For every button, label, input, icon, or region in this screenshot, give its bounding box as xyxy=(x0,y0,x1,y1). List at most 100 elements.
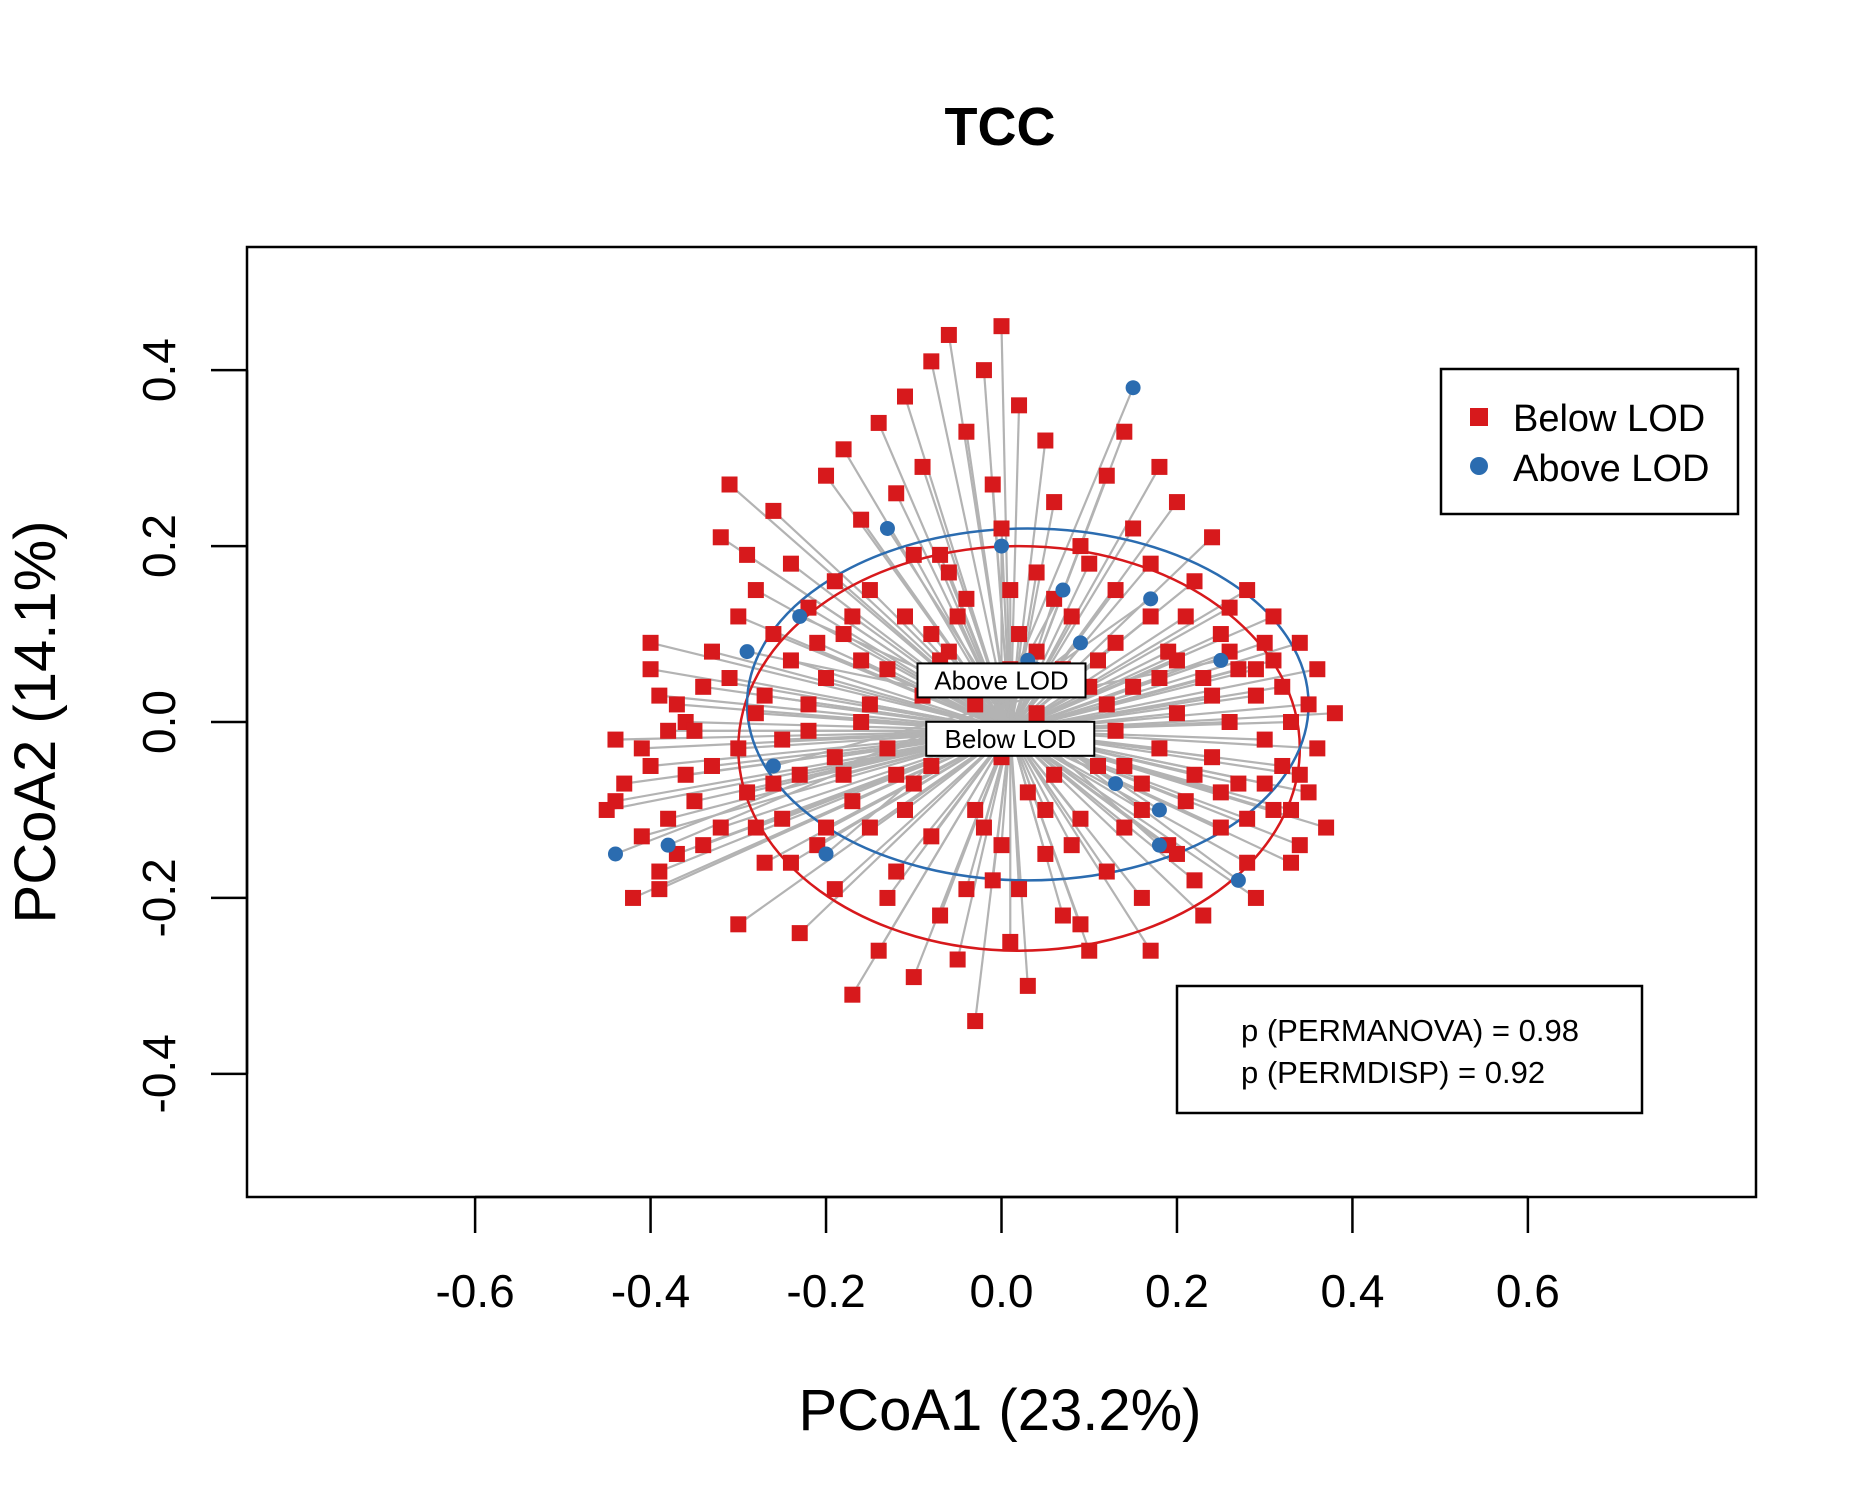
point-below-lod-101 xyxy=(1098,467,1115,484)
point-below-lod-61 xyxy=(905,775,922,792)
point-below-lod-57 xyxy=(888,485,905,502)
legend-label-above-lod: Above LOD xyxy=(1513,448,1709,490)
point-below-lod-44 xyxy=(826,881,843,898)
point-above-lod-2 xyxy=(739,644,755,660)
point-below-lod-212 xyxy=(1186,766,1203,783)
spider-line-below-lod-174 xyxy=(1009,730,1021,890)
point-below-lod-66 xyxy=(923,828,940,845)
point-below-lod-165 xyxy=(1247,889,1264,906)
point-below-lod-185 xyxy=(703,643,720,660)
point-below-lod-48 xyxy=(844,986,861,1003)
point-below-lod-45 xyxy=(835,441,852,458)
spider-line-below-lod-168 xyxy=(737,615,1011,732)
point-below-lod-28 xyxy=(747,705,764,722)
point-below-lod-152 xyxy=(923,757,940,774)
point-below-lod-58 xyxy=(888,863,905,880)
point-below-lod-211 xyxy=(1151,670,1168,687)
point-below-lod-210 xyxy=(1116,757,1133,774)
point-below-lod-90 xyxy=(1037,845,1054,862)
point-below-lod-162 xyxy=(1177,608,1194,625)
point-above-lod-7 xyxy=(994,538,1009,554)
point-below-lod-12 xyxy=(660,810,677,827)
point-below-lod-184 xyxy=(651,687,668,704)
point-below-lod-88 xyxy=(1028,564,1045,581)
y-tick-label-3: 0.2 xyxy=(133,514,185,578)
spider-line-below-lod-141 xyxy=(1010,668,1318,732)
point-below-lod-76 xyxy=(967,1013,984,1030)
point-below-lod-130 xyxy=(1247,687,1264,704)
point-below-lod-31 xyxy=(765,626,782,643)
point-below-lod-149 xyxy=(826,573,843,590)
point-below-lod-189 xyxy=(896,801,913,818)
point-below-lod-86 xyxy=(1019,784,1036,801)
point-below-lod-168 xyxy=(730,608,747,625)
point-below-lod-177 xyxy=(1107,634,1124,651)
x-tick-label-4: 0.2 xyxy=(1145,1265,1209,1317)
y-tick-label-1: -0.2 xyxy=(133,858,185,937)
chart-title: TCC xyxy=(945,97,1056,157)
point-below-lod-9 xyxy=(651,881,668,898)
point-below-lod-30 xyxy=(765,502,782,519)
point-below-lod-124 xyxy=(1212,819,1229,836)
point-below-lod-79 xyxy=(984,872,1001,889)
point-below-lod-110 xyxy=(1142,608,1159,625)
spider-line-below-lod-213 xyxy=(1009,650,1230,732)
y-axis-title: PCoA2 (14.1%) xyxy=(3,521,68,924)
point-below-lod-214 xyxy=(1256,775,1273,792)
spider-line-below-lod-163 xyxy=(1009,730,1205,917)
point-above-lod-16 xyxy=(1151,837,1167,853)
point-below-lod-81 xyxy=(993,520,1010,537)
point-below-lod-51 xyxy=(861,582,878,599)
point-below-lod-143 xyxy=(1326,705,1343,722)
point-above-lod-10 xyxy=(1055,582,1071,598)
x-tick-label-2: -0.2 xyxy=(786,1265,865,1317)
point-below-lod-68 xyxy=(932,907,949,924)
point-below-lod-200 xyxy=(686,722,703,739)
point-below-lod-134 xyxy=(1274,678,1291,695)
point-below-lod-34 xyxy=(782,555,799,572)
point-below-lod-102 xyxy=(1098,863,1115,880)
point-above-lod-5 xyxy=(818,846,834,862)
point-below-lod-195 xyxy=(1133,801,1150,818)
spider-line-below-lod-53 xyxy=(877,730,1012,952)
x-tick-label-1: -0.4 xyxy=(611,1265,690,1317)
point-below-lod-103 xyxy=(1107,582,1124,599)
point-below-lod-75 xyxy=(967,801,984,818)
data-points xyxy=(598,318,1343,1030)
point-below-lod-21 xyxy=(721,476,738,493)
point-below-lod-3 xyxy=(625,889,642,906)
point-below-lod-199 xyxy=(1283,801,1300,818)
point-below-lod-24 xyxy=(730,916,747,933)
point-below-lod-159 xyxy=(1081,555,1098,572)
point-below-lod-140 xyxy=(1309,740,1326,757)
point-below-lod-170 xyxy=(835,766,852,783)
point-below-lod-198 xyxy=(1247,661,1264,678)
point-above-lod-17 xyxy=(1213,652,1229,668)
point-below-lod-87 xyxy=(1019,977,1036,994)
point-below-lod-60 xyxy=(896,608,913,625)
point-below-lod-55 xyxy=(879,661,896,678)
spider-line-below-lod-176 xyxy=(1009,730,1082,925)
point-above-lod-13 xyxy=(1125,380,1141,396)
point-below-lod-174 xyxy=(1011,881,1028,898)
point-below-lod-93 xyxy=(1054,907,1071,924)
point-below-lod-145 xyxy=(677,766,694,783)
point-below-lod-115 xyxy=(1168,494,1185,511)
statistics-frame xyxy=(1175,984,1644,1115)
point-below-lod-89 xyxy=(1028,705,1045,722)
point-below-lod-117 xyxy=(1177,793,1194,810)
point-below-lod-129 xyxy=(1239,854,1256,871)
point-below-lod-27 xyxy=(747,582,764,599)
point-below-lod-11 xyxy=(660,722,677,739)
point-below-lod-147 xyxy=(756,687,773,704)
point-below-lod-178 xyxy=(1142,555,1159,572)
point-below-lod-107 xyxy=(1125,678,1142,695)
point-below-lod-2 xyxy=(616,775,633,792)
point-below-lod-182 xyxy=(1265,608,1282,625)
legend-marker-above-lod xyxy=(1470,457,1488,475)
point-below-lod-5 xyxy=(633,828,650,845)
point-below-lod-59 xyxy=(896,388,913,405)
spider-line-below-lod-93 xyxy=(1009,730,1064,916)
point-above-lod-18 xyxy=(1230,872,1246,888)
legend-marker-below-lod xyxy=(1470,408,1488,426)
